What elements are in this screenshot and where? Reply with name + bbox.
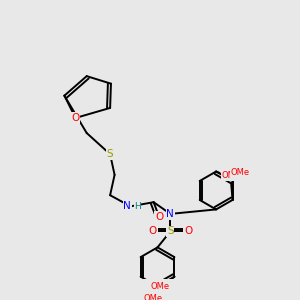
Text: S: S (107, 149, 113, 159)
Text: OMe: OMe (144, 294, 163, 300)
Text: O: O (155, 212, 163, 222)
Text: O: O (71, 113, 80, 123)
Text: N: N (167, 209, 174, 219)
Text: O: O (149, 226, 157, 236)
Text: S: S (167, 226, 174, 236)
Text: H: H (134, 202, 141, 211)
Text: OMe: OMe (222, 171, 241, 180)
Text: O: O (184, 226, 192, 236)
Text: OMe: OMe (151, 282, 170, 291)
Text: OMe: OMe (230, 168, 249, 177)
Text: N: N (123, 201, 131, 212)
